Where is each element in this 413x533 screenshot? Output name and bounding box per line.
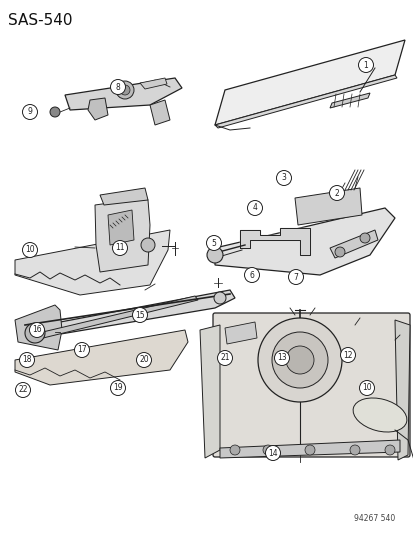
Circle shape <box>136 352 151 367</box>
Circle shape <box>262 445 272 455</box>
Circle shape <box>25 323 45 343</box>
Text: 22: 22 <box>18 385 28 394</box>
Text: 17: 17 <box>77 345 87 354</box>
Text: 16: 16 <box>32 326 42 335</box>
Text: 10: 10 <box>25 246 35 254</box>
Text: 12: 12 <box>342 351 352 359</box>
Polygon shape <box>214 40 404 125</box>
Polygon shape <box>224 322 256 344</box>
Text: 20: 20 <box>139 356 148 365</box>
Circle shape <box>285 346 313 374</box>
Circle shape <box>29 322 44 337</box>
Circle shape <box>74 343 89 358</box>
Circle shape <box>110 381 125 395</box>
Polygon shape <box>65 78 182 110</box>
Circle shape <box>339 348 355 362</box>
Polygon shape <box>15 305 62 350</box>
Polygon shape <box>140 78 166 89</box>
Text: 14: 14 <box>268 448 277 457</box>
Polygon shape <box>150 100 170 125</box>
Circle shape <box>349 445 359 455</box>
Circle shape <box>110 79 125 94</box>
Text: 9: 9 <box>28 108 32 117</box>
Circle shape <box>247 200 262 215</box>
Circle shape <box>112 240 127 255</box>
Text: 7: 7 <box>293 272 298 281</box>
Text: SAS-540: SAS-540 <box>8 13 72 28</box>
Polygon shape <box>95 198 150 272</box>
Text: 18: 18 <box>22 356 32 365</box>
Circle shape <box>22 104 38 119</box>
Polygon shape <box>219 440 399 458</box>
Circle shape <box>141 238 154 252</box>
Polygon shape <box>199 325 219 458</box>
Circle shape <box>257 318 341 402</box>
Circle shape <box>304 445 314 455</box>
Polygon shape <box>15 330 188 385</box>
Circle shape <box>329 185 344 200</box>
Circle shape <box>120 85 130 95</box>
Text: 8: 8 <box>115 83 120 92</box>
Polygon shape <box>294 188 361 225</box>
Circle shape <box>276 171 291 185</box>
Text: 10: 10 <box>361 384 371 392</box>
Text: 11: 11 <box>115 244 124 253</box>
Text: 3: 3 <box>281 174 286 182</box>
Text: 13: 13 <box>277 353 286 362</box>
Text: 15: 15 <box>135 311 145 319</box>
Circle shape <box>214 292 225 304</box>
Circle shape <box>15 383 31 398</box>
Polygon shape <box>394 320 409 460</box>
Circle shape <box>116 81 134 99</box>
Circle shape <box>384 445 394 455</box>
Text: 5: 5 <box>211 238 216 247</box>
Polygon shape <box>329 230 377 258</box>
Circle shape <box>359 233 369 243</box>
Circle shape <box>288 270 303 285</box>
Circle shape <box>358 58 373 72</box>
Polygon shape <box>108 210 134 245</box>
Text: 94267 540: 94267 540 <box>353 514 394 523</box>
FancyBboxPatch shape <box>212 313 409 457</box>
Circle shape <box>132 308 147 322</box>
Circle shape <box>206 236 221 251</box>
Circle shape <box>358 381 374 395</box>
Circle shape <box>271 332 327 388</box>
Circle shape <box>334 247 344 257</box>
Polygon shape <box>15 230 170 295</box>
Circle shape <box>274 351 289 366</box>
Circle shape <box>244 268 259 282</box>
Circle shape <box>265 446 280 461</box>
Text: 19: 19 <box>113 384 123 392</box>
Polygon shape <box>214 75 396 128</box>
Polygon shape <box>100 188 147 205</box>
Circle shape <box>230 445 240 455</box>
Text: 1: 1 <box>363 61 368 69</box>
Polygon shape <box>214 208 394 275</box>
Circle shape <box>217 351 232 366</box>
Text: 4: 4 <box>252 204 257 213</box>
Circle shape <box>22 243 38 257</box>
Polygon shape <box>240 228 309 255</box>
Text: 6: 6 <box>249 271 254 279</box>
Polygon shape <box>88 98 108 120</box>
Text: 2: 2 <box>334 189 339 198</box>
Polygon shape <box>30 296 197 340</box>
Circle shape <box>206 247 223 263</box>
Text: 21: 21 <box>220 353 229 362</box>
Polygon shape <box>329 93 369 108</box>
Polygon shape <box>18 290 235 340</box>
Circle shape <box>50 107 60 117</box>
Circle shape <box>19 352 34 367</box>
Ellipse shape <box>352 398 406 432</box>
